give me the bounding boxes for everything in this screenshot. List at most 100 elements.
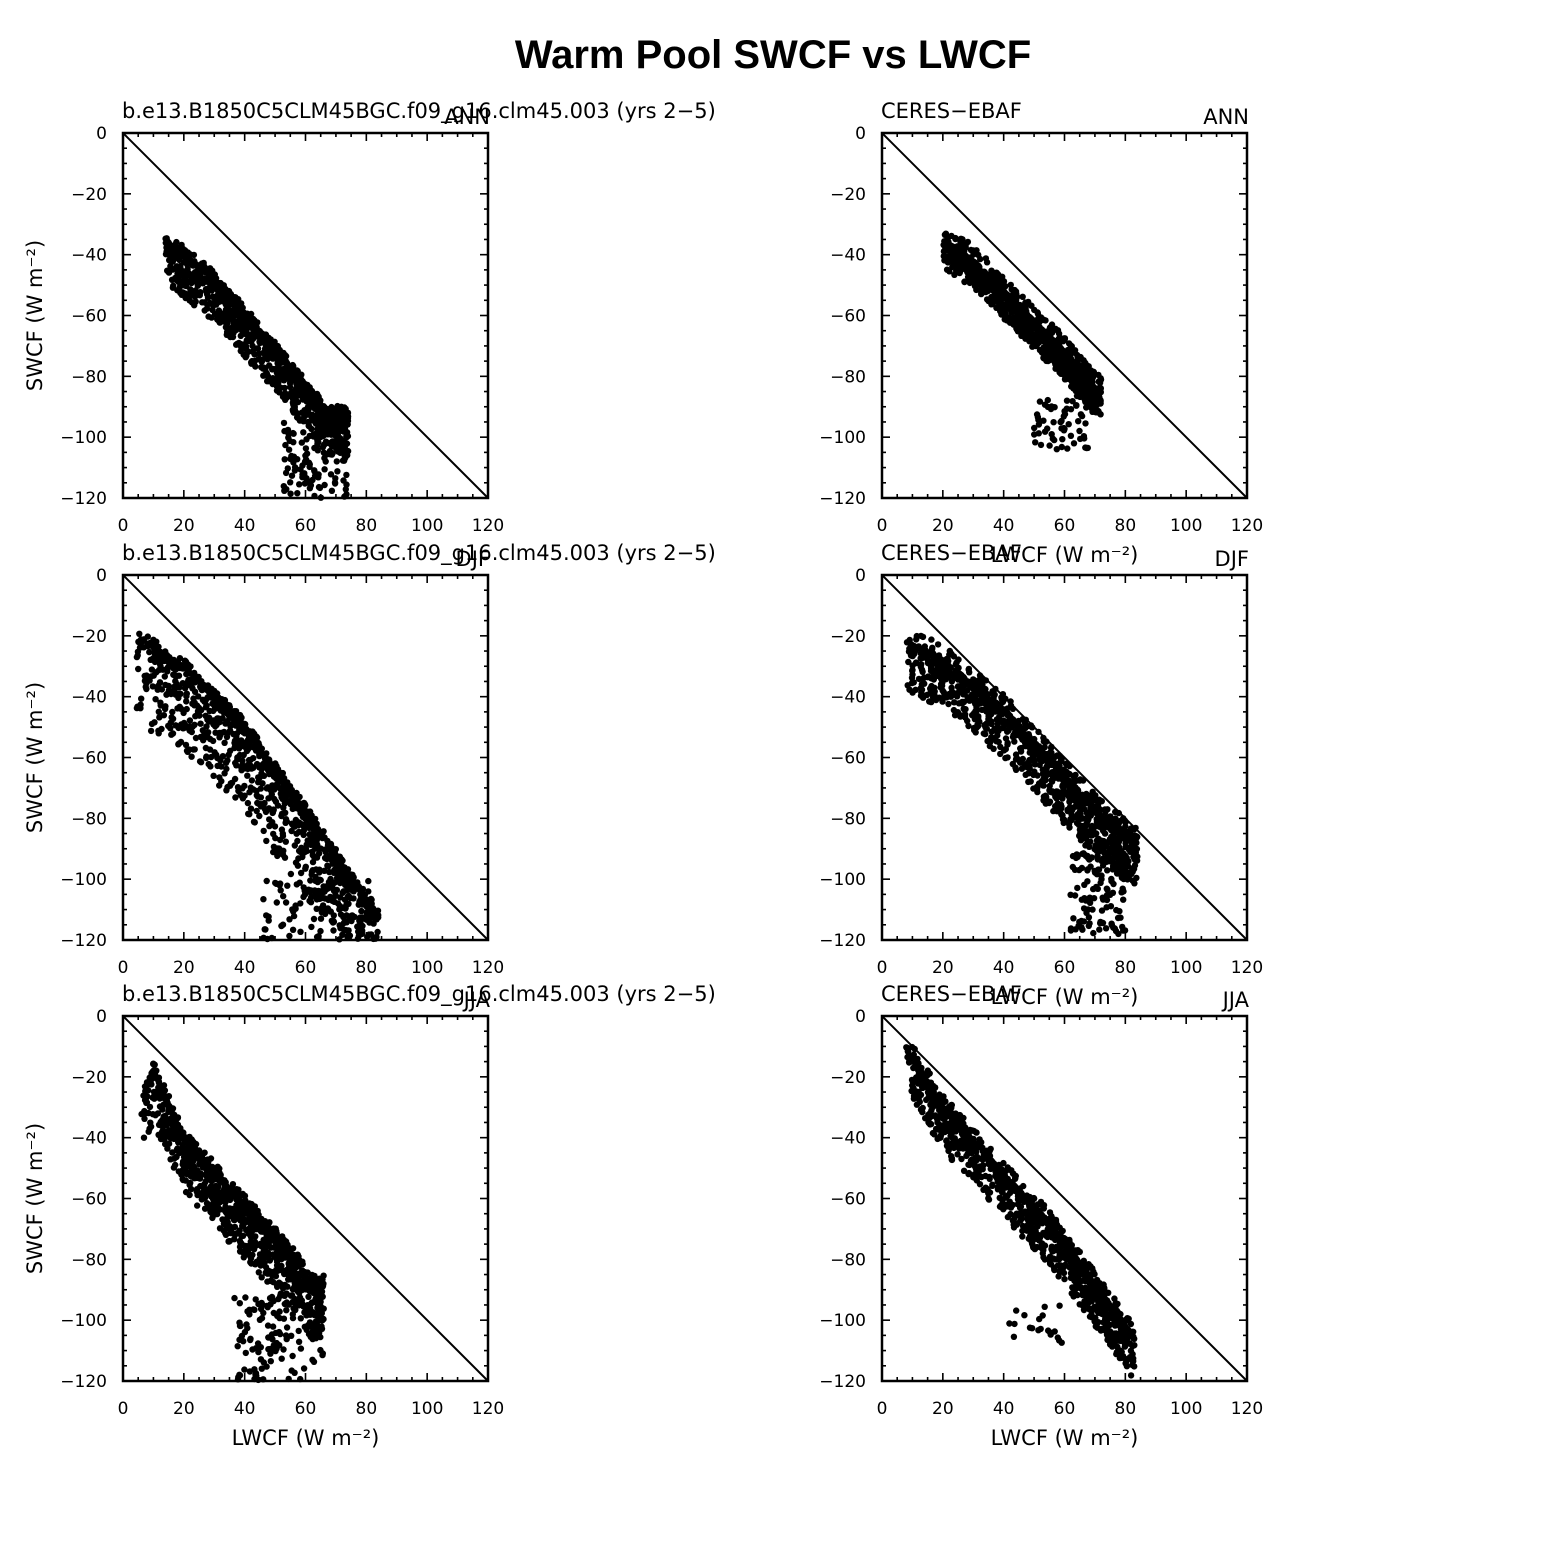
scatter-point [950, 243, 957, 251]
scatter-point [208, 314, 215, 321]
x-tick-label: 40 [234, 958, 256, 978]
scatter-point [959, 264, 966, 271]
scatter-point [275, 362, 282, 370]
scatter-point [944, 253, 951, 260]
scatter-point [204, 733, 211, 740]
scatter-point [266, 349, 273, 357]
scatter-point [220, 709, 227, 716]
scatter-point [236, 711, 244, 719]
scatter-point [149, 639, 157, 647]
scatter-point [320, 430, 327, 438]
scatter-point [241, 743, 248, 750]
scatter-point [272, 798, 280, 805]
scatter-point [1036, 398, 1044, 405]
scatter-point [278, 826, 286, 833]
scatter-point [158, 725, 165, 733]
scatter-point [244, 772, 251, 779]
scatter-point [1104, 806, 1111, 813]
scatter-point [143, 672, 150, 679]
scatter-point [275, 847, 282, 855]
scatter-point [1089, 388, 1096, 396]
y-tick-label: −100 [819, 428, 866, 448]
scatter-point [1063, 397, 1071, 404]
scatter-point [252, 363, 259, 370]
scatter-point [328, 487, 336, 494]
scatter-point [269, 365, 276, 373]
scatter-point [334, 437, 341, 444]
scatter-point [203, 753, 210, 760]
scatter-point [342, 486, 349, 493]
scatter-point [328, 440, 335, 448]
scatter-point [313, 905, 320, 912]
scatter-point [269, 375, 277, 382]
scatter-point [1046, 442, 1053, 449]
panels-group: 0 20 40 60 80 100 1200−20−40−60−80−100−120b.e1… [23, 99, 1263, 1450]
scatter-point [263, 912, 270, 919]
scatter-point [329, 860, 337, 867]
scatter-point [155, 708, 162, 715]
scatter-point [249, 348, 256, 355]
scatter-point [341, 904, 348, 911]
scatter-point [178, 271, 185, 279]
scatter-point [146, 648, 153, 656]
y-tick-label: −60 [830, 307, 866, 327]
y-tick-label: 0 [96, 566, 107, 586]
scatter-point [322, 438, 330, 445]
scatter-point [334, 900, 342, 907]
scatter-point [233, 326, 240, 333]
scatter-point [156, 714, 163, 721]
scatter-point [1067, 342, 1075, 349]
scatter-point [207, 299, 214, 307]
scatter-point [346, 916, 353, 924]
scatter-point [165, 239, 172, 246]
scatter-point [308, 871, 315, 878]
x-tick-label: 80 [356, 516, 378, 536]
scatter-point [256, 742, 263, 749]
scatter-point [138, 695, 145, 702]
y-tick-label: −60 [71, 307, 107, 327]
scatter-point [1134, 853, 1141, 860]
scatter-point [287, 479, 294, 486]
scatter-point [269, 809, 276, 817]
scatter-point [235, 717, 242, 725]
scatter-point [183, 705, 190, 713]
scatter-point [238, 306, 245, 313]
scatter-point [303, 814, 311, 821]
scatter-point [320, 883, 327, 890]
scatter-point [183, 747, 191, 754]
scatter-point [226, 327, 233, 334]
scatter-point [202, 704, 210, 711]
scatter-point [343, 491, 350, 498]
scatter-point [237, 332, 244, 340]
scatter-point [1061, 335, 1069, 342]
scatter-point [1058, 370, 1065, 377]
scatter-point [266, 770, 273, 778]
scatter-point [280, 419, 288, 427]
scatter-point [288, 827, 295, 835]
scatter-point [1051, 404, 1058, 411]
scatter-point [1090, 373, 1097, 381]
scatter-point [195, 693, 202, 700]
scatter-point [997, 750, 1004, 758]
scatter-point [1059, 357, 1066, 364]
scatter-point [137, 705, 144, 712]
scatter-point [333, 886, 341, 894]
scatter-point [165, 654, 172, 661]
scatter-point [269, 819, 276, 826]
scatter-point [1053, 342, 1060, 349]
scatter-point [188, 728, 195, 736]
scatter-point [341, 427, 348, 434]
scatter-point [185, 256, 192, 263]
scatter-point [162, 681, 169, 689]
scatter-point [1053, 360, 1060, 367]
scatter-point [1014, 293, 1021, 301]
scatter-point [365, 877, 372, 885]
scatter-point [217, 297, 224, 304]
scatter-point [357, 920, 364, 927]
scatter-point [289, 906, 296, 913]
scatter-point [232, 794, 239, 801]
scatter-point [342, 409, 349, 417]
scatter-point [208, 694, 215, 701]
scatter-point [151, 658, 159, 666]
scatter-point [227, 747, 234, 754]
